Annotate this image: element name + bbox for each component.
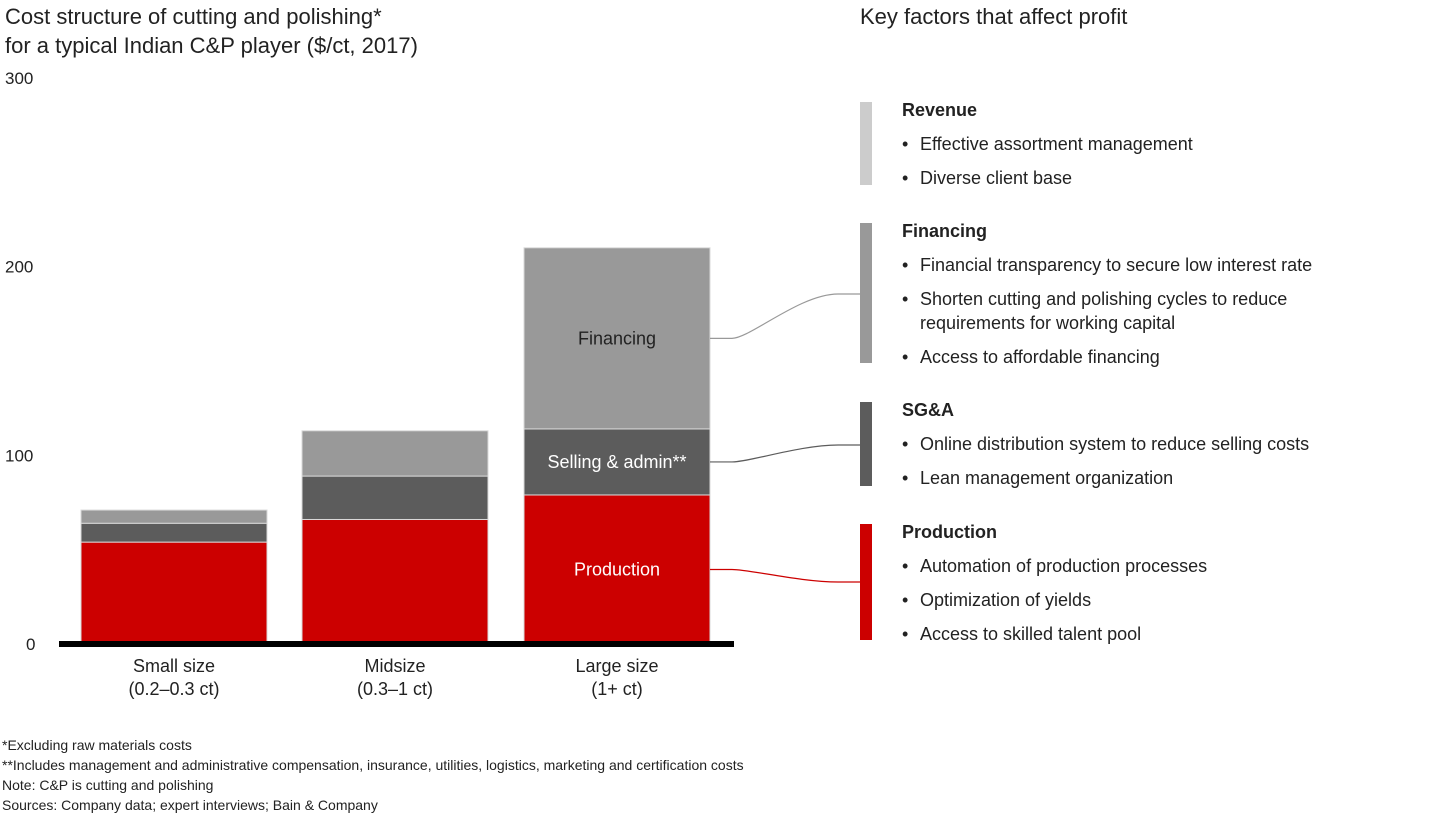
bar-segment-financing [523, 247, 711, 430]
bar-segment-production [523, 494, 711, 645]
chart-title: Cost structure of cutting and polishing*… [5, 2, 418, 60]
footnote-4: Sources: Company data; expert interviews… [2, 797, 378, 813]
bullet-icon: • [902, 434, 909, 454]
factor-item: • Effective assortment management [902, 132, 1193, 156]
x-tick-label: Large size (1+ ct) [507, 655, 727, 701]
bar-segment-selling-admin [301, 475, 489, 520]
footnote-1: *Excluding raw materials costs [2, 737, 192, 753]
segment-label: Financing [578, 328, 656, 348]
x-tick-label: Small size (0.2–0.3 ct) [64, 655, 284, 701]
factor-item: • Automation of production processes [902, 554, 1207, 578]
y-tick-label: 0 [26, 635, 35, 654]
x-tick-label: Midsize (0.3–1 ct) [285, 655, 505, 701]
bullet-icon: • [902, 289, 909, 309]
factor-item-text: Optimization of yields [920, 590, 1092, 610]
segment-label: Production [574, 559, 660, 579]
factor-item-text: Lean management organization [920, 468, 1174, 488]
factor-heading: Revenue [902, 100, 978, 120]
factor-item-text: Access to skilled talent pool [920, 624, 1142, 644]
factor-item-text: Automation of production processes [920, 556, 1208, 576]
chart-title-line-1: Cost structure of cutting and polishing* [5, 4, 382, 29]
factor-item-text: Effective assortment management [920, 134, 1193, 154]
factor-item: • Shorten cutting and polishing cycles to… [902, 287, 1287, 335]
y-tick-label: 100 [5, 446, 33, 465]
bullet-icon: • [902, 556, 909, 576]
factor-item-text: Financial transparency to secure low int… [920, 255, 1313, 275]
key-factors-title: Key factors that affect profit [860, 4, 1128, 29]
factor-heading: SG&A [902, 400, 955, 420]
bullet-icon: • [902, 255, 909, 275]
bar-segment-production [301, 518, 489, 645]
bar-segment-selling-admin [523, 428, 711, 496]
category-range: (1+ ct) [591, 679, 643, 699]
bullet-icon: • [902, 134, 909, 154]
bar-segment-production [80, 541, 268, 645]
factor-bracket [860, 402, 872, 486]
bullet-icon: • [902, 468, 909, 488]
bullet-icon: • [902, 168, 909, 188]
footnote-2: **Includes management and administrative… [2, 757, 744, 773]
bullet-icon: • [902, 347, 909, 367]
factor-item: • Financial transparency to secure low in… [902, 253, 1312, 277]
category-range: (0.2–0.3 ct) [128, 679, 220, 699]
category-name: Small size [132, 656, 216, 676]
factor-item-text: Diverse client base [920, 168, 1073, 188]
segment-label: Selling & admin** [547, 452, 686, 472]
chart-title-line-2: for a typical Indian C&P player ($/ct, 2… [5, 33, 418, 58]
factor-item: • Lean management organization [902, 466, 1173, 490]
bullet-icon: • [902, 590, 909, 610]
connector-line [710, 293, 860, 339]
connector-line [710, 568, 860, 583]
factor-item: • Online distribution system to reduce se… [902, 432, 1309, 456]
factor-heading: Financing [902, 221, 987, 241]
connector-line [710, 444, 860, 463]
bar-segment-financing [301, 430, 489, 477]
category-name: Midsize [364, 656, 426, 676]
y-tick-label: 200 [5, 258, 33, 277]
bar-segment-selling-admin [80, 522, 268, 543]
factor-bracket [860, 102, 872, 185]
factor-item: • Access to affordable financing [902, 345, 1160, 369]
category-name: Large size [575, 656, 659, 676]
factor-item: • Optimization of yields [902, 588, 1091, 612]
bar-segment-financing [80, 509, 268, 524]
factor-bracket [860, 524, 872, 640]
factor-item-text: Online distribution system to reduce sel… [920, 434, 1310, 454]
category-range: (0.3–1 ct) [356, 679, 434, 699]
bullet-icon: • [902, 624, 909, 644]
x-axis-baseline [59, 641, 734, 647]
footnote-3: Note: C&P is cutting and polishing [2, 777, 214, 793]
y-tick-label: 300 [5, 69, 33, 88]
factor-bracket [860, 223, 872, 363]
factor-item-text: Access to affordable financing [920, 347, 1160, 367]
factor-item-text: Shorten cutting and polishing cycles to … [920, 289, 1288, 333]
factor-item: • Access to skilled talent pool [902, 622, 1141, 646]
factor-heading: Production [902, 522, 997, 542]
footnotes: *Excluding raw materials costs **Include… [2, 735, 744, 815]
factor-item: • Diverse client base [902, 166, 1072, 190]
